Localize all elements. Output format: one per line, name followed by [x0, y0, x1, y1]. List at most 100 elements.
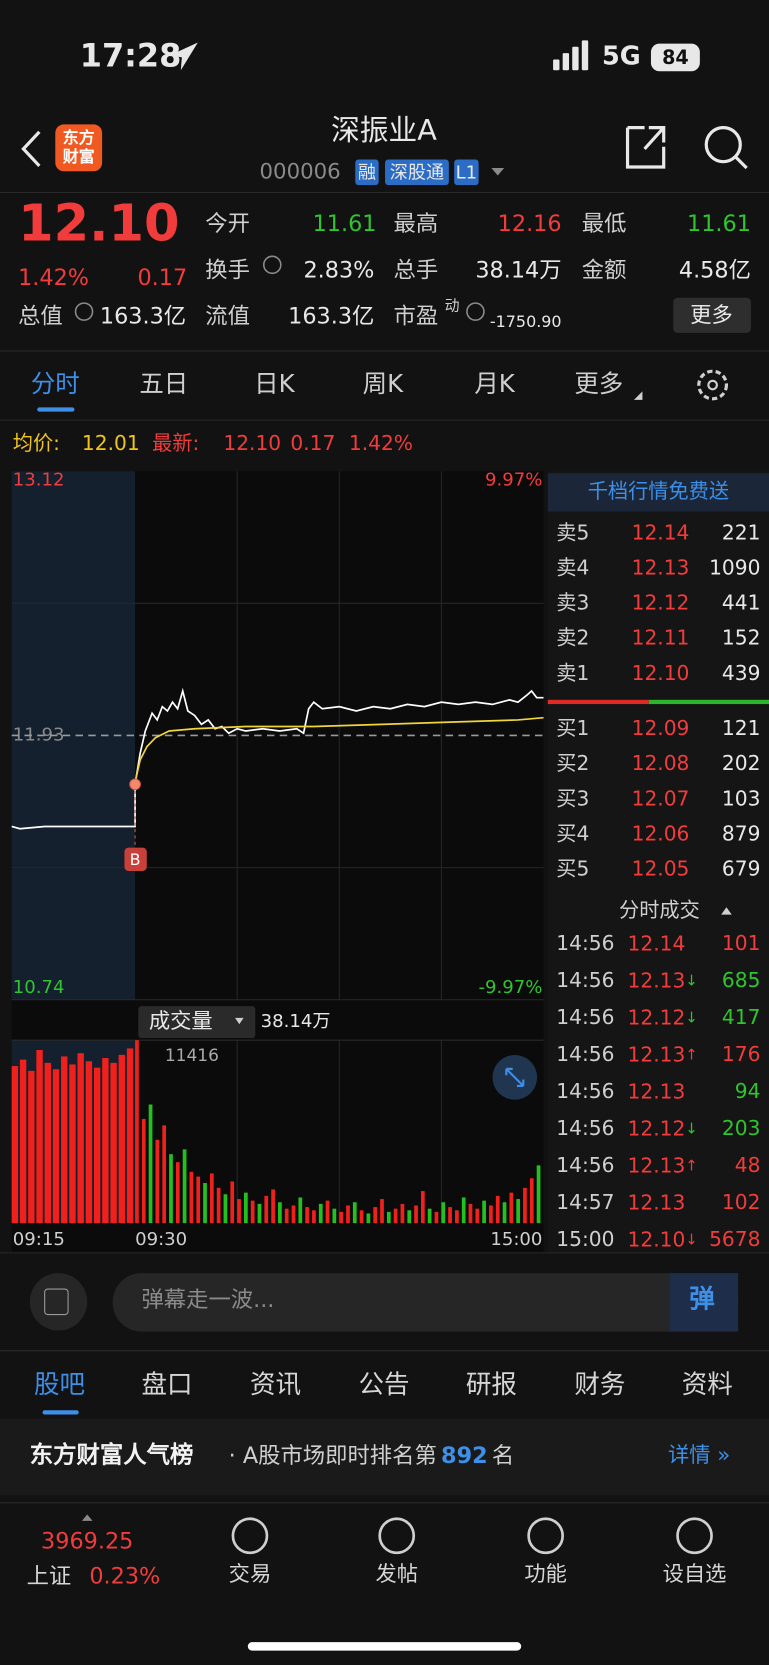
- book-price: 12.08: [632, 751, 690, 775]
- ranking-title: 东方财富人气榜: [30, 1441, 194, 1469]
- book-price: 12.07: [632, 786, 690, 810]
- trade-price: 12.13: [628, 1079, 686, 1103]
- volume-max-label: 11416: [165, 1046, 219, 1066]
- section-tab[interactable]: 资讯: [250, 1370, 301, 1400]
- section-tab[interactable]: 研报: [466, 1370, 517, 1400]
- trade-qty: 685: [722, 968, 761, 992]
- info-icon[interactable]: [74, 302, 94, 321]
- chart-tab[interactable]: 更多: [574, 369, 623, 398]
- nav-item[interactable]: 交易: [229, 1562, 272, 1587]
- signal-bar: [581, 40, 589, 71]
- volume-bar: [189, 1171, 194, 1224]
- chart-tab[interactable]: 月K: [474, 369, 515, 398]
- volume-bar: [36, 1050, 43, 1224]
- index-value[interactable]: 3969.25: [41, 1529, 133, 1555]
- promo-text[interactable]: 千档行情免费送: [588, 479, 729, 503]
- stat-label: 换手: [205, 258, 250, 284]
- danmaku-button[interactable]: [670, 1273, 739, 1332]
- volume-total: 38.14万: [261, 1011, 331, 1032]
- volume-selector[interactable]: [138, 1006, 256, 1039]
- volume-title[interactable]: 成交量: [149, 1009, 213, 1034]
- section-tab[interactable]: 盘口: [141, 1370, 192, 1400]
- stat-label-sup: 动: [445, 296, 460, 314]
- volume-bar: [118, 1054, 126, 1224]
- x-tick-label: 09:30: [135, 1229, 187, 1250]
- book-label: 卖1: [556, 661, 589, 685]
- book-qty: 121: [722, 716, 761, 740]
- search-button[interactable]: [704, 126, 742, 164]
- signal-bar: [553, 59, 560, 71]
- x-tick-label: 09:15: [13, 1229, 65, 1250]
- volume-bar: [516, 1199, 521, 1224]
- volume-bar: [386, 1211, 391, 1224]
- trades-title: 分时成交: [619, 898, 700, 922]
- section-tab[interactable]: 股吧: [34, 1370, 85, 1400]
- volume-bar: [93, 1067, 101, 1224]
- nav-item[interactable]: 设自选: [663, 1562, 727, 1587]
- volume-bar: [243, 1192, 248, 1224]
- section-tab[interactable]: 资料: [682, 1370, 733, 1400]
- ranking-link[interactable]: 详情 »: [668, 1443, 730, 1468]
- signal-bar: [562, 53, 570, 71]
- ranking-suffix: 名: [492, 1443, 514, 1469]
- section-tab[interactable]: 公告: [358, 1370, 409, 1400]
- more-button-text[interactable]: 更多: [690, 303, 733, 328]
- nav-icon: [231, 1517, 269, 1555]
- book-price: 12.09: [632, 716, 690, 740]
- volume-bar: [461, 1197, 466, 1224]
- nav-item[interactable]: 发帖: [375, 1562, 418, 1587]
- chart-tab[interactable]: 五日: [139, 369, 188, 398]
- ranking-banner[interactable]: [0, 1418, 769, 1496]
- logo-text: 东方: [63, 128, 95, 147]
- ranking-rank: 892: [441, 1443, 488, 1469]
- volume-bar: [414, 1205, 418, 1224]
- note-button[interactable]: [29, 1273, 88, 1331]
- book-label: 买4: [556, 821, 589, 845]
- stat-label: 流值: [205, 303, 250, 329]
- trade-time: 14:56: [556, 1153, 614, 1177]
- book-price: 12.12: [632, 591, 690, 615]
- index-change[interactable]: 0.23%: [89, 1564, 160, 1590]
- volume-bar: [380, 1199, 384, 1224]
- danmaku-text[interactable]: 弹: [689, 1285, 715, 1315]
- back-button[interactable]: [21, 130, 41, 168]
- volume-bar: [468, 1203, 473, 1224]
- volume-bar: [196, 1176, 201, 1224]
- share-button[interactable]: [625, 126, 666, 169]
- marker-label: B: [130, 850, 141, 869]
- index-name[interactable]: 上证: [27, 1564, 72, 1590]
- chart-tab[interactable]: 日K: [254, 369, 295, 398]
- badge: [385, 159, 449, 186]
- chart-tab[interactable]: 分时: [31, 369, 80, 398]
- price-line: [11, 687, 544, 830]
- info-icon[interactable]: [466, 302, 485, 321]
- trade-time: 14:56: [556, 1005, 614, 1029]
- price: 12.10: [18, 195, 179, 254]
- nav-item[interactable]: 功能: [524, 1562, 567, 1587]
- volume-bar: [434, 1211, 439, 1224]
- comment-placeholder[interactable]: 弹幕走一波...: [141, 1287, 274, 1313]
- volume-bar: [407, 1210, 412, 1224]
- latest-change: 0.17: [290, 431, 335, 455]
- promo-banner[interactable]: [547, 473, 769, 512]
- book-qty: 202: [722, 751, 761, 775]
- book-label: 卖4: [556, 556, 589, 580]
- settings-button[interactable]: [697, 369, 729, 401]
- stat-label: 总值: [18, 303, 63, 329]
- volume-bar: [482, 1200, 486, 1224]
- volume-bar: [19, 1059, 27, 1224]
- section-tab[interactable]: 财务: [574, 1370, 625, 1400]
- chart-tab[interactable]: 周K: [363, 369, 404, 398]
- comment-input[interactable]: [112, 1273, 739, 1332]
- more-button[interactable]: [673, 297, 751, 333]
- volume-bar: [373, 1207, 378, 1224]
- volume-bar: [305, 1207, 309, 1224]
- logo: [55, 124, 103, 172]
- dropdown-icon[interactable]: [491, 168, 505, 176]
- stat-value: 11.61: [313, 211, 377, 237]
- info-icon[interactable]: [262, 255, 282, 275]
- change-pct: 1.42%: [18, 265, 89, 291]
- book-price: 12.11: [632, 626, 690, 650]
- volume-bar: [427, 1208, 432, 1224]
- trade-price-value: 12.13: [628, 968, 686, 992]
